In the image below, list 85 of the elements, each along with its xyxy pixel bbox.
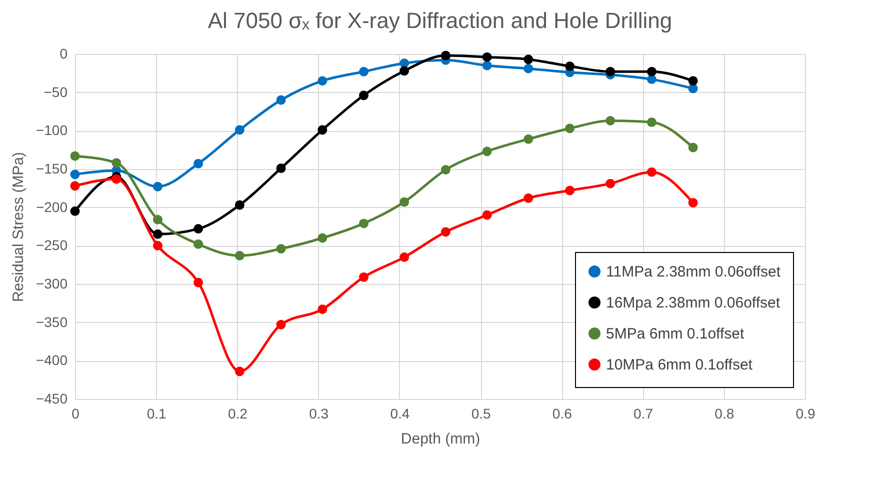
point bbox=[688, 76, 698, 86]
point bbox=[276, 244, 286, 254]
point bbox=[70, 151, 80, 161]
legend-label: 10MPa 6mm 0.1offset bbox=[606, 356, 754, 374]
point bbox=[276, 320, 286, 330]
point bbox=[152, 182, 162, 192]
point bbox=[152, 229, 162, 239]
point bbox=[482, 210, 492, 220]
y-tick-label: −250 bbox=[36, 237, 68, 254]
y-tick-label: −100 bbox=[36, 122, 68, 138]
point bbox=[194, 239, 204, 249]
point bbox=[112, 174, 122, 184]
y-tick-label: −150 bbox=[36, 160, 68, 176]
point bbox=[440, 165, 450, 174]
point bbox=[482, 52, 492, 62]
point bbox=[276, 95, 286, 105]
point bbox=[606, 178, 616, 188]
y-tick-label: −400 bbox=[36, 352, 68, 368]
x-tick-label: 0.8 bbox=[714, 406, 734, 422]
x-tick-label: 0.9 bbox=[796, 406, 816, 422]
point bbox=[400, 197, 410, 207]
point bbox=[646, 66, 656, 76]
point bbox=[440, 227, 450, 237]
point bbox=[152, 240, 162, 250]
point bbox=[318, 304, 328, 314]
x-axis-title: Depth (mm) bbox=[400, 430, 480, 448]
point bbox=[194, 158, 204, 168]
point bbox=[359, 66, 368, 76]
point bbox=[646, 74, 656, 84]
point bbox=[234, 200, 244, 210]
point bbox=[646, 167, 656, 177]
point bbox=[524, 193, 534, 203]
point bbox=[565, 186, 575, 196]
x-tick-label: 0 bbox=[72, 406, 80, 422]
y-tick-label: −450 bbox=[36, 390, 68, 406]
point bbox=[359, 90, 368, 100]
x-tick-label: 0.5 bbox=[471, 406, 491, 422]
point bbox=[688, 198, 698, 208]
point bbox=[234, 125, 244, 135]
y-tick-label: −350 bbox=[36, 314, 68, 330]
point bbox=[400, 66, 410, 76]
point bbox=[400, 58, 410, 68]
point bbox=[152, 214, 162, 224]
point bbox=[565, 62, 575, 71]
point bbox=[234, 250, 244, 260]
x-tick-label: 0.3 bbox=[309, 406, 329, 422]
point bbox=[70, 181, 80, 191]
point bbox=[194, 278, 204, 288]
y-tick-label: −300 bbox=[36, 276, 68, 292]
y-tick-label: −50 bbox=[44, 84, 68, 100]
chart-title: Al 7050 σₓ for X-ray Diffraction and Hole Drilling bbox=[208, 8, 672, 33]
point bbox=[318, 125, 328, 135]
point bbox=[606, 116, 616, 126]
point bbox=[359, 218, 368, 228]
y-tick-label: 0 bbox=[60, 46, 68, 62]
point bbox=[688, 142, 698, 152]
point bbox=[606, 66, 616, 76]
point bbox=[565, 124, 575, 134]
x-tick-label: 0.2 bbox=[228, 406, 248, 422]
point bbox=[70, 170, 80, 180]
y-axis-title: Residual Stress (MPa) bbox=[10, 152, 27, 302]
x-tick-label: 0.7 bbox=[634, 406, 654, 422]
point bbox=[194, 224, 204, 234]
x-tick-label: 0.6 bbox=[552, 406, 572, 422]
x-tick-label: 0.4 bbox=[390, 406, 410, 422]
x-tick-label: 0.1 bbox=[146, 406, 167, 422]
point bbox=[482, 146, 492, 156]
legend-label: 11MPa 2.38mm 0.06offset bbox=[606, 264, 782, 280]
point bbox=[482, 60, 492, 70]
point bbox=[234, 366, 244, 376]
point bbox=[276, 164, 286, 173]
point bbox=[524, 54, 534, 64]
point bbox=[400, 252, 410, 262]
point bbox=[318, 233, 328, 243]
legend-label: 5MPa 6mm 0.1offset bbox=[606, 326, 745, 342]
point bbox=[112, 158, 122, 168]
point bbox=[359, 272, 368, 282]
point bbox=[524, 64, 534, 74]
point bbox=[646, 118, 656, 127]
point bbox=[524, 134, 534, 144]
point bbox=[318, 76, 328, 86]
y-tick-label: −200 bbox=[36, 198, 68, 215]
legend-label: 16Mpa 2.38mm 0.06offset bbox=[606, 294, 781, 312]
point bbox=[70, 206, 80, 216]
point bbox=[440, 50, 450, 60]
